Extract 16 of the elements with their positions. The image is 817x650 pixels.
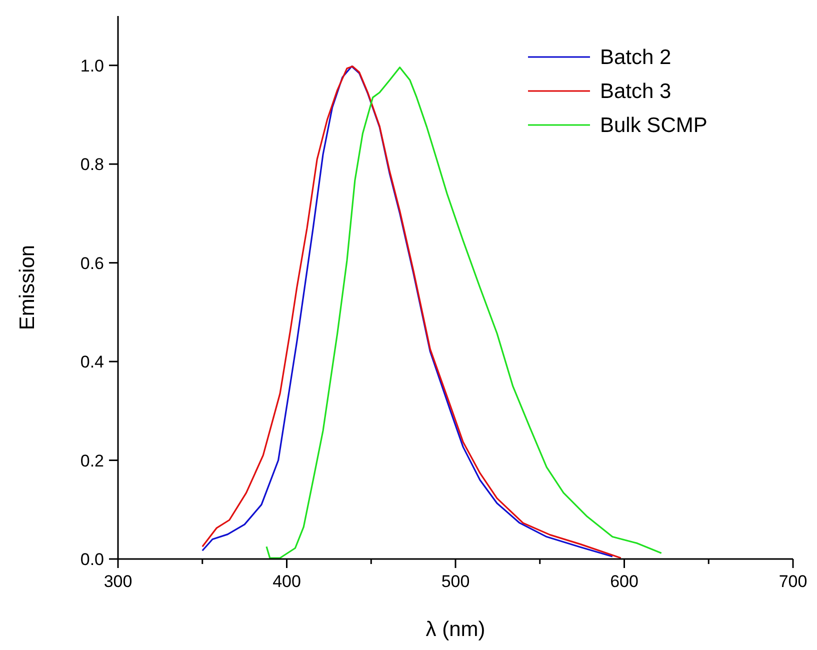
y-tick-label: 0.2 [80, 451, 104, 470]
y-tick-label: 0.0 [80, 550, 104, 569]
x-tick-label: 300 [104, 572, 132, 591]
y-axis-title: Emission [16, 244, 39, 330]
legend-label: Batch 2 [600, 46, 672, 69]
y-tick-label: 0.8 [80, 155, 104, 174]
x-tick-label: 400 [272, 572, 301, 591]
x-tick-label: 700 [778, 572, 808, 591]
x-tick-label: 600 [610, 572, 638, 591]
x-axis-title: λ (nm) [426, 618, 486, 641]
x-tick-label: 500 [441, 572, 470, 591]
y-tick-label: 0.6 [80, 254, 104, 273]
y-tick-label: 1.0 [80, 56, 104, 76]
y-tick-label: 0.4 [80, 352, 104, 372]
legend-label: Batch 3 [600, 80, 672, 103]
legend-label: Bulk SCMP [600, 114, 708, 137]
